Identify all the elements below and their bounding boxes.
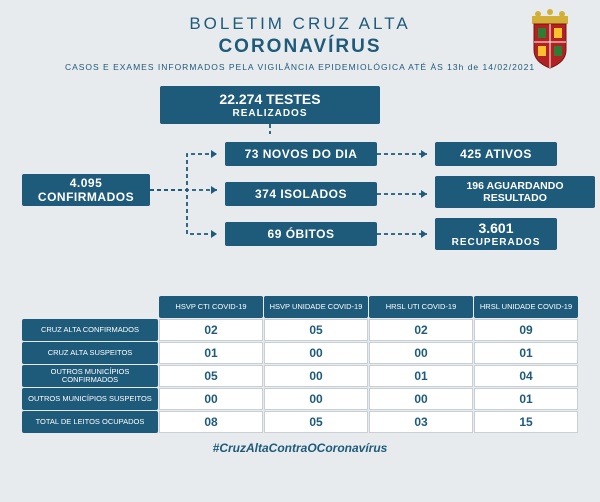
- table-cell: 00: [159, 388, 263, 410]
- table-cell: 01: [159, 342, 263, 364]
- col-header: HSVP UNIDADE COVID-19: [264, 296, 368, 318]
- recovered-box: 3.601RECUPERADOS: [435, 218, 557, 250]
- coat-of-arms-icon: [522, 8, 578, 72]
- row-label: CRUZ ALTA SUSPEITOS: [22, 342, 158, 364]
- confirmed-box: 4.095 CONFIRMADOS: [22, 174, 150, 206]
- awaiting-box: 196 AGUARDANDORESULTADO: [435, 176, 595, 208]
- row-label: OUTROS MUNICÍPIOS CONFIRMADOS: [22, 365, 158, 387]
- table-cell: 05: [264, 411, 368, 433]
- isolated-box: 374 ISOLADOS: [225, 182, 377, 206]
- table-cell: 01: [474, 342, 578, 364]
- table-cell: 05: [264, 319, 368, 341]
- header: BOLETIM CRUZ ALTA CORONAVÍRUS CASOS E EX…: [22, 14, 578, 72]
- table-cell: 02: [159, 319, 263, 341]
- col-header: HRSL UNIDADE COVID-19: [474, 296, 578, 318]
- bulletin-page: BOLETIM CRUZ ALTA CORONAVÍRUS CASOS E EX…: [0, 0, 600, 502]
- table-grid: HSVP CTI COVID-19HSVP UNIDADE COVID-19HR…: [159, 296, 578, 433]
- table-row: 00000001: [159, 388, 578, 410]
- table-cell: 00: [264, 365, 368, 387]
- row-labels: CRUZ ALTA CONFIRMADOSCRUZ ALTA SUSPEITOS…: [22, 319, 158, 433]
- deaths-box: 69 ÓBITOS: [225, 222, 377, 246]
- table-cell: 00: [369, 388, 473, 410]
- table-row: 05000104: [159, 365, 578, 387]
- table-cell: 15: [474, 411, 578, 433]
- row-label: TOTAL DE LEITOS OCUPADOS: [22, 411, 158, 433]
- tests-box: 22.274 TESTESREALIZADOS: [160, 86, 380, 124]
- flow-diagram: 22.274 TESTESREALIZADOS 4.095 CONFIRMADO…: [22, 86, 578, 296]
- row-label: OUTROS MUNICÍPIOS SUSPEITOS: [22, 388, 158, 410]
- header-caption: CASOS E EXAMES INFORMADOS PELA VIGILÂNCI…: [22, 62, 578, 72]
- table-cell: 04: [474, 365, 578, 387]
- table-row: 08050315: [159, 411, 578, 433]
- beds-table: CRUZ ALTA CONFIRMADOSCRUZ ALTA SUSPEITOS…: [22, 296, 578, 433]
- col-header: HRSL UTI COVID-19: [369, 296, 473, 318]
- active-box: 425 ATIVOS: [435, 142, 557, 166]
- row-label: CRUZ ALTA CONFIRMADOS: [22, 319, 158, 341]
- table-cell: 00: [264, 388, 368, 410]
- header-title: BOLETIM CRUZ ALTA: [22, 14, 578, 34]
- table-cell: 03: [369, 411, 473, 433]
- table-row: 02050209: [159, 319, 578, 341]
- table-cell: 01: [474, 388, 578, 410]
- table-cell: 02: [369, 319, 473, 341]
- table-cell: 00: [369, 342, 473, 364]
- table-cell: 05: [159, 365, 263, 387]
- header-subtitle: CORONAVÍRUS: [22, 36, 578, 58]
- table-cell: 09: [474, 319, 578, 341]
- table-row: 01000001: [159, 342, 578, 364]
- new-cases-box: 73 NOVOS DO DIA: [225, 142, 377, 166]
- table-cell: 08: [159, 411, 263, 433]
- hashtag: #CruzAltaContraOCoronavírus: [22, 441, 578, 455]
- col-header: HSVP CTI COVID-19: [159, 296, 263, 318]
- table-cell: 01: [369, 365, 473, 387]
- table-cell: 00: [264, 342, 368, 364]
